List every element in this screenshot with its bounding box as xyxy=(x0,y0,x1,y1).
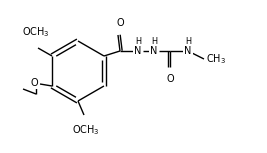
Text: H: H xyxy=(185,37,191,46)
Text: OCH$_3$: OCH$_3$ xyxy=(22,25,50,39)
Text: N: N xyxy=(184,46,192,56)
Text: N: N xyxy=(150,46,158,56)
Text: OCH$_3$: OCH$_3$ xyxy=(72,123,100,137)
Text: H: H xyxy=(151,37,157,46)
Text: O: O xyxy=(166,74,174,84)
Text: CH$_3$: CH$_3$ xyxy=(206,52,226,66)
Text: N: N xyxy=(134,46,142,56)
Text: O: O xyxy=(30,78,38,88)
Text: O: O xyxy=(116,18,124,28)
Text: H: H xyxy=(135,37,141,46)
